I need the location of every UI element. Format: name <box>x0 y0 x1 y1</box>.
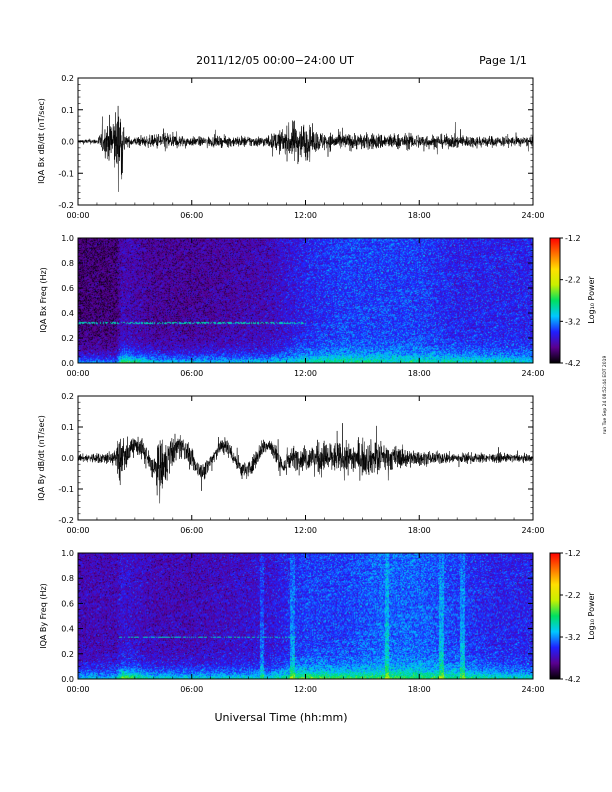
x-tick-label: 00:00 <box>66 369 89 378</box>
y-tick-label: 0.2 <box>61 334 74 343</box>
panel-by-timeseries: 00:00 06:00 12:00 18:00 24:00 0.2 0.1 0.0 -0.1 -0… <box>37 392 545 535</box>
x-tick-label: 18:00 <box>408 211 431 220</box>
y-tick-label: 0.4 <box>61 309 74 318</box>
x-tick-label: 00:00 <box>66 685 89 694</box>
y-tick-label: 0.8 <box>61 574 74 583</box>
bx-spectrogram-image <box>78 238 533 363</box>
x-axis-label: Universal Time (hh:mm) <box>215 711 348 724</box>
x-tick-label: 24:00 <box>521 211 544 220</box>
side-run-stamp: run Tue Sep 24 08:52:44 EDT 2019 <box>602 355 608 434</box>
x-tick-label: 00:00 <box>66 211 89 220</box>
panel-by-spectrogram: 00:00 06:00 12:00 18:00 24:00 1.0 0.8 0.6 0.4 0.2… <box>39 549 545 694</box>
y-tick-label: 0.0 <box>61 675 74 684</box>
bx-spectrogram-ylabel: IQA Bx Freq (Hz) <box>39 267 48 333</box>
colorbar-tick-label: -1.2 <box>565 549 581 558</box>
y-tick-label: -0.1 <box>58 169 74 178</box>
bx-spectrogram-axes: 00:00 06:00 12:00 18:00 24:00 1.0 0.8 0.6 0.4 0.2… <box>61 234 544 378</box>
x-tick-label: 06:00 <box>180 369 203 378</box>
y-tick-label: 0.2 <box>61 392 74 401</box>
y-tick-label: -0.1 <box>58 485 74 494</box>
colorbar-by-label: Log₁₀ Power <box>587 592 596 640</box>
x-tick-label: 00:00 <box>66 526 89 535</box>
colorbar-by-ticks: -1.2 -2.2 -3.2 -4.2 <box>560 549 581 684</box>
y-tick-label: 0.2 <box>61 74 74 83</box>
by-timeseries-ylabel: IQA By dB/dt (nT/sec) <box>37 415 46 501</box>
bx-timeseries-axes: 00:00 06:00 12:00 18:00 24:00 0.2 0.1 0.0 -0.1 -0… <box>58 74 544 220</box>
y-tick-label: 0.0 <box>61 138 74 147</box>
panel-bx-timeseries: 00:00 06:00 12:00 18:00 24:00 0.2 0.1 0.0 -0.1 -0… <box>37 74 545 220</box>
by-spectrogram-image <box>78 553 533 679</box>
by-dbdt-series-line <box>78 423 533 504</box>
x-tick-label: 12:00 <box>294 685 317 694</box>
y-tick-label: 0.2 <box>61 650 74 659</box>
colorbar-by: -1.2 -2.2 -3.2 -4.2 Log₁₀ Power <box>549 549 596 684</box>
by-spectrogram-ylabel: IQA By Freq (Hz) <box>39 583 48 649</box>
y-tick-label: 0.4 <box>61 625 74 634</box>
y-tick-label: 0.6 <box>61 599 74 608</box>
colorbar-tick-label: -2.2 <box>565 591 581 600</box>
x-tick-label: 18:00 <box>408 526 431 535</box>
header-date-range: 2011/12/05 00:00−24:00 UT <box>196 54 354 67</box>
colorbar-bx-bar <box>549 237 561 364</box>
y-tick-label: 0.1 <box>61 423 74 432</box>
x-tick-label: 06:00 <box>180 211 203 220</box>
y-tick-label: 0.8 <box>61 259 74 268</box>
colorbar-tick-label: -3.2 <box>565 317 581 326</box>
y-tick-label: 0.0 <box>61 454 74 463</box>
y-tick-label: 0.1 <box>61 106 74 115</box>
x-tick-label: 18:00 <box>408 369 431 378</box>
colorbar-tick-label: -1.2 <box>565 234 581 243</box>
colorbar-tick-label: -2.2 <box>565 276 581 285</box>
colorbar-tick-label: -4.2 <box>565 675 581 684</box>
y-tick-label: 0.6 <box>61 284 74 293</box>
bx-timeseries-ylabel: IQA Bx dB/dt (nT/sec) <box>37 98 46 184</box>
colorbar-bx-label: Log₁₀ Power <box>587 276 596 324</box>
colorbar-bx-ticks: -1.2 -2.2 -3.2 -4.2 <box>560 234 581 368</box>
colorbar-tick-label: -3.2 <box>565 633 581 642</box>
bx-trace-group <box>78 105 533 192</box>
x-tick-label: 12:00 <box>294 369 317 378</box>
by-timeseries-axes: 00:00 06:00 12:00 18:00 24:00 0.2 0.1 0.0 -0.1 -0… <box>58 392 544 535</box>
bx-dbdt-series-line <box>78 105 533 192</box>
by-spectrogram-axes: 00:00 06:00 12:00 18:00 24:00 1.0 0.8 0.6 0.4 0.2… <box>61 549 544 694</box>
x-tick-label: 06:00 <box>180 526 203 535</box>
by-trace-group <box>78 423 533 504</box>
x-tick-label: 12:00 <box>294 526 317 535</box>
colorbar-tick-label: -4.2 <box>565 359 581 368</box>
y-tick-label: 1.0 <box>61 549 74 558</box>
x-tick-label: 24:00 <box>521 685 544 694</box>
x-tick-label: 24:00 <box>521 369 544 378</box>
y-tick-label: 0.0 <box>61 359 74 368</box>
panel-bx-spectrogram: 00:00 06:00 12:00 18:00 24:00 1.0 0.8 0.6 0.4 0.2… <box>39 234 545 378</box>
y-tick-label: -0.2 <box>58 201 74 210</box>
y-tick-label: 1.0 <box>61 234 74 243</box>
x-tick-label: 24:00 <box>521 526 544 535</box>
header-page: Page 1/1 <box>479 54 527 67</box>
y-tick-label: -0.2 <box>58 516 74 525</box>
x-tick-label: 06:00 <box>180 685 203 694</box>
x-tick-label: 12:00 <box>294 211 317 220</box>
colorbar-by-bar <box>549 552 561 680</box>
colorbar-bx: -1.2 -2.2 -3.2 -4.2 Log₁₀ Power <box>549 234 596 368</box>
x-tick-label: 18:00 <box>408 685 431 694</box>
